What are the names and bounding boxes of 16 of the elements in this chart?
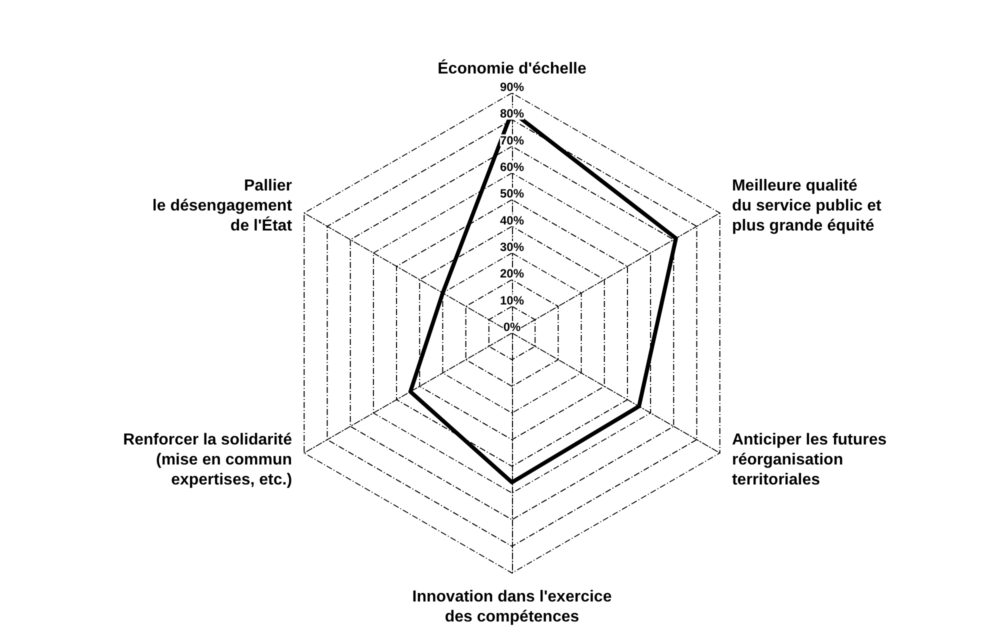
y-tick-label: 60% — [500, 160, 524, 174]
spoke-label: Meilleure qualité du service public et plus grande équité — [732, 178, 882, 234]
y-tick-label: 50% — [500, 186, 524, 201]
spoke-label: Économie d'échelle — [438, 58, 586, 78]
y-tick-label: 70% — [500, 133, 524, 148]
y-tick-label: 20% — [500, 266, 524, 281]
y-tick-label: 10% — [500, 293, 524, 308]
spoke-label: Anticiper les futures réorganisation territoriales — [732, 432, 887, 488]
spoke-label: Pallier le désengagement de l'État — [152, 178, 293, 234]
y-tick-label: 90% — [500, 80, 524, 94]
y-tick-label: 30% — [500, 240, 524, 254]
spoke-label: Renforcer la solidarité (mise en commun expertises, etc.) — [123, 432, 292, 488]
y-tick-label: 40% — [500, 213, 524, 228]
y-tick-label: 80% — [500, 106, 524, 121]
y-tick-label: 0% — [503, 320, 521, 334]
spoke-label: Innovation dans l'exercice des compétences — [412, 588, 612, 626]
